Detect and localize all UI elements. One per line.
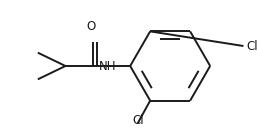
Text: Cl: Cl: [246, 39, 258, 53]
Text: NH: NH: [99, 60, 117, 72]
Text: Cl: Cl: [132, 114, 144, 127]
Text: O: O: [86, 20, 96, 33]
